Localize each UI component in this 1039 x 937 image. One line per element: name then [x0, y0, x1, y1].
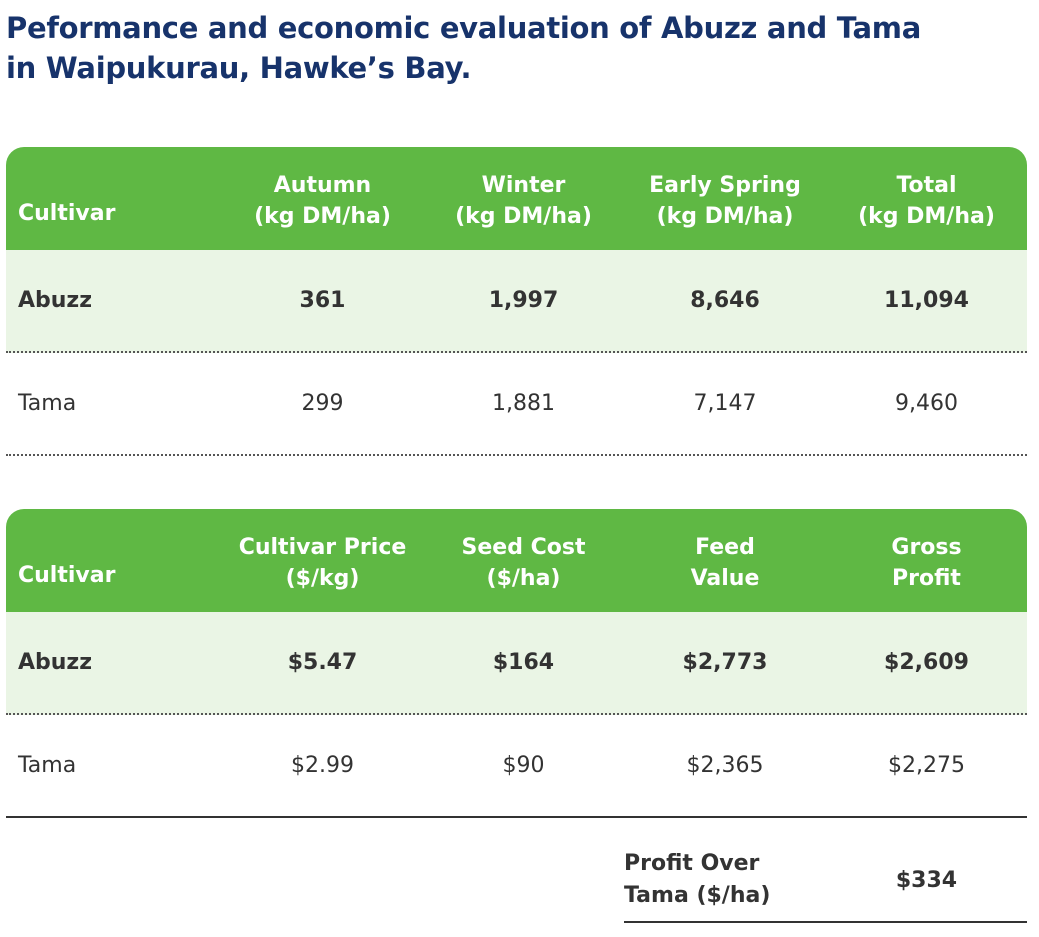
header-unit: ($/kg) [285, 565, 360, 591]
header-feed-value: Feed Value [624, 509, 826, 612]
profit-over-tama: Profit Over Tama ($/ha) $334 [624, 839, 1027, 923]
header-label: Seed Cost [461, 534, 586, 560]
header-label: Autumn [273, 172, 372, 198]
header-label: Profit [892, 565, 961, 591]
cell-cultivar: Abuzz [18, 288, 93, 313]
economic-table: Cultivar Cultivar Price ($/kg) Seed Cost… [6, 509, 1027, 818]
header-label: Early Spring [649, 172, 801, 198]
header-winter: Winter (kg DM/ha) [423, 147, 624, 250]
economic-table-header: Cultivar Cultivar Price ($/kg) Seed Cost… [6, 509, 1027, 612]
header-label: Feed [695, 534, 755, 560]
cell-early-spring: 8,646 [690, 288, 760, 313]
header-label: Gross [891, 534, 962, 560]
cell-seed-cost: $90 [502, 753, 545, 778]
cell-total: 11,094 [884, 288, 969, 313]
cell-early-spring: 7,147 [693, 391, 757, 416]
profit-label-line-1: Profit Over [624, 851, 760, 876]
header-label: Cultivar [18, 201, 116, 226]
header-unit: (kg DM/ha) [455, 203, 592, 229]
page-title: Peformance and economic evaluation of Ab… [6, 8, 1006, 88]
header-gross-profit: Gross Profit [826, 509, 1027, 612]
header-total: Total (kg DM/ha) [826, 147, 1027, 250]
cell-cultivar: Tama [18, 391, 77, 416]
header-label: Cultivar Price [238, 534, 407, 560]
header-unit: (kg DM/ha) [656, 203, 794, 229]
header-unit: (kg DM/ha) [254, 203, 391, 229]
cell-autumn: 361 [299, 288, 346, 313]
table-row: Tama $2.99 $90 $2,365 $2,275 [6, 715, 1027, 818]
cell-winter: 1,997 [488, 288, 559, 313]
header-early-spring: Early Spring (kg DM/ha) [624, 147, 826, 250]
cell-cultivar: Abuzz [18, 650, 93, 675]
header-label: Total [896, 172, 957, 198]
performance-table-header: Cultivar Autumn (kg DM/ha) Winter (kg DM… [6, 147, 1027, 250]
title-line-2: in Waipukurau, Hawke’s Bay. [6, 51, 472, 85]
header-seed-cost: Seed Cost ($/ha) [423, 509, 624, 612]
header-label: Cultivar [18, 563, 116, 588]
header-unit: ($/ha) [486, 565, 561, 591]
header-unit: (kg DM/ha) [858, 203, 995, 229]
profit-value: $334 [895, 867, 958, 893]
profit-label-line-2: Tama ($/ha) [624, 883, 771, 908]
title-line-1: Peformance and economic evaluation of Ab… [6, 11, 921, 45]
table-row: Abuzz $5.47 $164 $2,773 $2,609 [6, 612, 1027, 715]
cell-cultivar-price: $5.47 [287, 650, 358, 675]
table-row: Tama 299 1,881 7,147 9,460 [6, 353, 1027, 456]
table-row: Abuzz 361 1,997 8,646 11,094 [6, 250, 1027, 353]
cell-cultivar: Tama [18, 753, 77, 778]
cell-winter: 1,881 [492, 391, 555, 416]
cell-total: 9,460 [895, 391, 958, 416]
cell-feed-value: $2,365 [686, 753, 764, 778]
header-label: Winter [481, 172, 566, 198]
cell-autumn: 299 [301, 391, 344, 416]
cell-feed-value: $2,773 [682, 650, 768, 675]
header-autumn: Autumn (kg DM/ha) [222, 147, 423, 250]
header-cultivar: Cultivar [6, 509, 222, 612]
performance-table: Cultivar Autumn (kg DM/ha) Winter (kg DM… [6, 147, 1027, 456]
cell-seed-cost: $164 [492, 650, 555, 675]
header-cultivar-price: Cultivar Price ($/kg) [222, 509, 423, 612]
profit-label: Profit Over Tama ($/ha) [624, 848, 826, 912]
header-label: Value [690, 565, 760, 591]
header-cultivar: Cultivar [6, 147, 222, 250]
cell-cultivar-price: $2.99 [291, 753, 354, 778]
cell-gross-profit: $2,609 [884, 650, 969, 675]
cell-gross-profit: $2,275 [888, 753, 965, 778]
